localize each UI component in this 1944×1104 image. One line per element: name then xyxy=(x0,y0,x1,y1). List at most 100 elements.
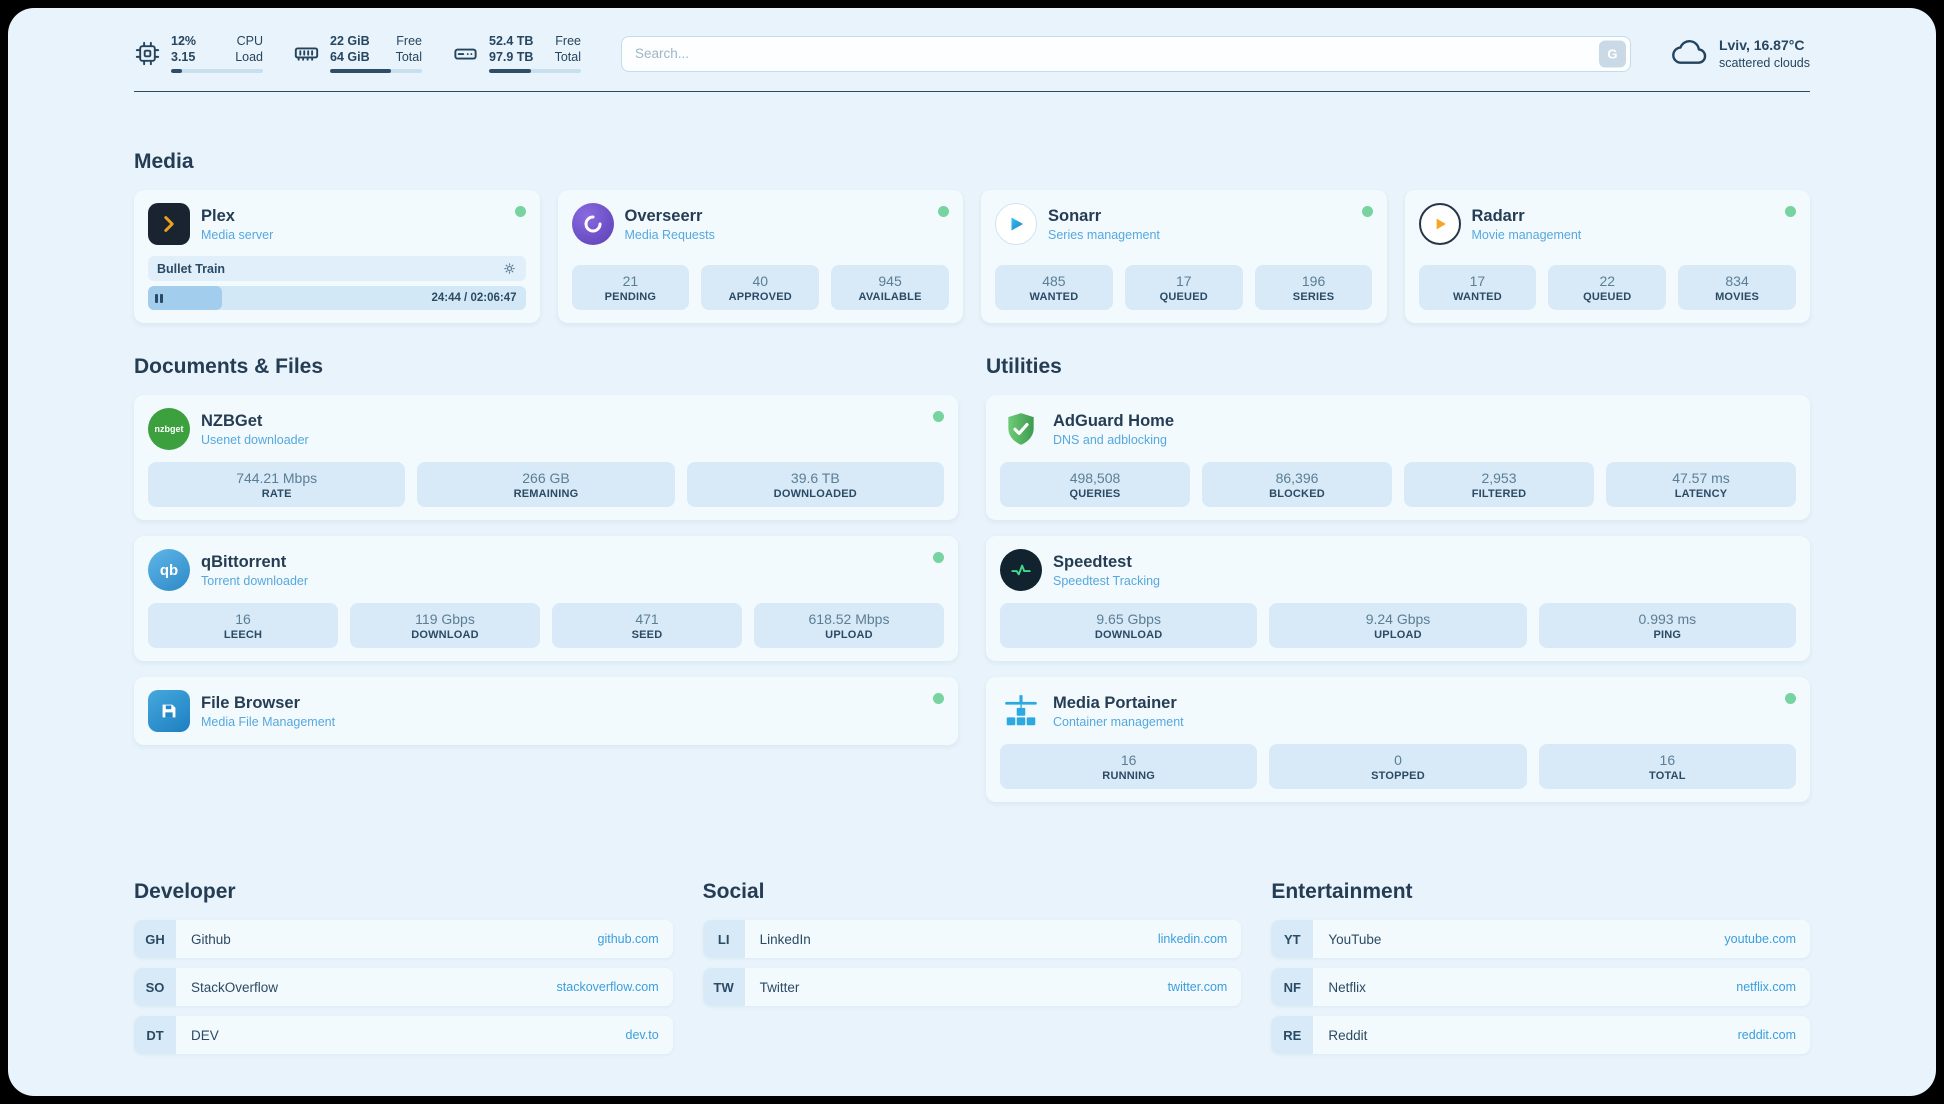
stat-value: 945 xyxy=(878,273,902,290)
stat-label: WANTED xyxy=(1452,291,1502,304)
ram-total-value: 64 GiB xyxy=(330,49,370,64)
weather-widget: Lviv, 16.87°C scattered clouds xyxy=(1671,35,1810,73)
disk-stat: 52.4 TB Free 97.9 TB Total xyxy=(452,34,581,74)
qbittorrent-icon: qb xyxy=(148,549,190,592)
status-online-dot xyxy=(514,206,526,218)
bookmark-linkedin[interactable]: LI LinkedIn linkedin.com xyxy=(702,920,1242,959)
app-subtitle: Media server xyxy=(201,227,274,242)
bookmark-dev[interactable]: DT DEV dev.to xyxy=(134,1016,673,1055)
app-card-speedtest[interactable]: Speedtest Speedtest Tracking 9.65 Gbps D… xyxy=(986,536,1810,662)
bookmark-youtube[interactable]: YT YouTube youtube.com xyxy=(1271,920,1810,959)
app-name: NZBGet xyxy=(201,411,263,430)
app-subtitle: Container management xyxy=(1053,714,1184,729)
section-title-social: Social xyxy=(702,880,765,904)
stat-value: 16 xyxy=(1659,752,1676,769)
app-card-sonarr[interactable]: Sonarr Series management 485 WANTED 17 Q… xyxy=(981,190,1387,324)
stat-download: 119 Gbps DOWNLOAD xyxy=(350,603,540,649)
stat-label: WANTED xyxy=(1029,291,1079,304)
stat-label: LATENCY xyxy=(1674,488,1728,501)
stat-label: UPLOAD xyxy=(1374,629,1422,642)
stat-download: 9.65 Gbps DOWNLOAD xyxy=(1000,603,1258,649)
bookmark-abbr: LI xyxy=(702,920,745,959)
status-online-dot xyxy=(933,693,944,705)
bookmark-abbr: NF xyxy=(1271,968,1314,1007)
bookmark-name: StackOverflow xyxy=(191,979,279,995)
stat-value: 17 xyxy=(1469,273,1486,290)
disk-icon xyxy=(452,40,479,67)
disk-progress-track xyxy=(489,69,581,74)
now-playing-widget: Bullet Train 24:44 / 02:06:47 xyxy=(148,256,526,311)
playback-progress-bar[interactable]: 24:44 / 02:06:47 xyxy=(148,286,526,311)
stat-value: 498,508 xyxy=(1069,470,1121,487)
stat-label: BLOCKED xyxy=(1269,488,1325,501)
stat-value: 744.21 Mbps xyxy=(236,470,318,487)
bookmark-netflix[interactable]: NF Netflix netflix.com xyxy=(1271,968,1810,1007)
bookmark-name: DEV xyxy=(191,1027,219,1043)
app-subtitle: Movie management xyxy=(1471,227,1582,242)
stat-label: SEED xyxy=(631,629,663,642)
stat-value: 2,953 xyxy=(1481,470,1517,487)
section-title-documents: Documents & Files xyxy=(134,355,324,379)
disk-total-value: 97.9 TB xyxy=(489,49,534,64)
ram-free-label: Free xyxy=(396,34,422,48)
section-title-entertainment: Entertainment xyxy=(1271,880,1413,904)
bookmark-reddit[interactable]: RE Reddit reddit.com xyxy=(1271,1016,1810,1055)
status-online-dot xyxy=(1785,206,1796,218)
bookmark-stackoverflow[interactable]: SO StackOverflow stackoverflow.com xyxy=(134,968,673,1007)
plex-icon xyxy=(148,203,190,246)
app-card-nzbget[interactable]: nzbget NZBGet Usenet downloader 744.21 M… xyxy=(134,395,958,521)
stat-value: 471 xyxy=(635,611,659,628)
search-engine-button[interactable]: G xyxy=(1598,40,1626,68)
cpu-usage-label: CPU xyxy=(236,34,263,48)
top-bar: 12% CPU 3.15 Load 22 GiB Free 64 GiB Total xyxy=(134,34,1810,74)
bookmark-abbr: TW xyxy=(702,968,745,1007)
bookmark-name: LinkedIn xyxy=(759,931,811,947)
weather-location: Lviv, 16.87°C xyxy=(1718,37,1805,54)
pause-icon[interactable] xyxy=(155,293,163,303)
section-documents: Documents & Files nzbget NZBGet Usenet d… xyxy=(134,355,958,818)
bookmark-github[interactable]: GH Github github.com xyxy=(134,920,673,959)
overseerr-icon xyxy=(571,203,614,246)
filebrowser-icon xyxy=(148,690,190,733)
app-card-radarr[interactable]: Radarr Movie management 17 WANTED 22 QUE… xyxy=(1404,190,1810,324)
bookmark-name: Github xyxy=(191,931,231,947)
app-card-qbittorrent[interactable]: qb qBittorrent Torrent downloader 16 LEE… xyxy=(134,536,958,662)
gear-icon[interactable] xyxy=(502,261,517,276)
stat-downloaded: 39.6 TB DOWNLOADED xyxy=(686,462,944,508)
section-media: Media Plex Media server Bullet Train xyxy=(134,150,1810,324)
stat-ping: 0.993 ms PING xyxy=(1538,603,1796,649)
app-card-portainer[interactable]: Media Portainer Container management 16 … xyxy=(986,677,1810,803)
status-online-dot xyxy=(1361,206,1373,218)
disk-total-label: Total xyxy=(554,49,581,64)
stat-value: 196 xyxy=(1301,273,1326,290)
search-input[interactable] xyxy=(621,35,1631,72)
stat-available: 945 AVAILABLE xyxy=(831,265,949,311)
stat-label: LEECH xyxy=(223,629,263,642)
bookmark-twitter[interactable]: TW Twitter twitter.com xyxy=(702,968,1242,1007)
app-card-plex[interactable]: Plex Media server Bullet Train xyxy=(134,190,540,324)
stat-value: 9.65 Gbps xyxy=(1096,611,1161,628)
stat-movies: 834 MOVIES xyxy=(1678,265,1796,311)
app-card-filebrowser[interactable]: File Browser Media File Management xyxy=(134,677,958,746)
stat-label: FILTERED xyxy=(1471,488,1527,501)
search-bar: G xyxy=(621,35,1631,72)
disk-free-label: Free xyxy=(555,34,581,48)
stat-label: QUERIES xyxy=(1069,488,1121,501)
speedtest-icon xyxy=(1000,549,1042,592)
stat-value: 39.6 TB xyxy=(790,470,840,487)
stat-label: REMAINING xyxy=(513,488,579,501)
bookmark-url: linkedin.com xyxy=(1157,932,1228,947)
app-name: Radarr xyxy=(1471,206,1525,225)
app-card-adguard[interactable]: AdGuard Home DNS and adblocking 498,508 … xyxy=(986,395,1810,521)
stat-label: DOWNLOADED xyxy=(773,488,857,501)
cpu-load-label: Load xyxy=(235,49,263,64)
stat-upload: 618.52 Mbps UPLOAD xyxy=(754,603,944,649)
stat-queued: 17 QUEUED xyxy=(1124,265,1243,311)
bookmark-url: twitter.com xyxy=(1167,980,1228,995)
app-card-overseerr[interactable]: Overseerr Media Requests 21 PENDING 40 A… xyxy=(557,190,963,324)
ram-total-label: Total xyxy=(395,49,422,64)
app-subtitle: Usenet downloader xyxy=(201,432,309,447)
bookmark-abbr: YT xyxy=(1271,920,1314,959)
stat-value: 47.57 ms xyxy=(1672,470,1730,487)
section-entertainment: Entertainment YT YouTube youtube.com NF … xyxy=(1271,880,1810,1055)
